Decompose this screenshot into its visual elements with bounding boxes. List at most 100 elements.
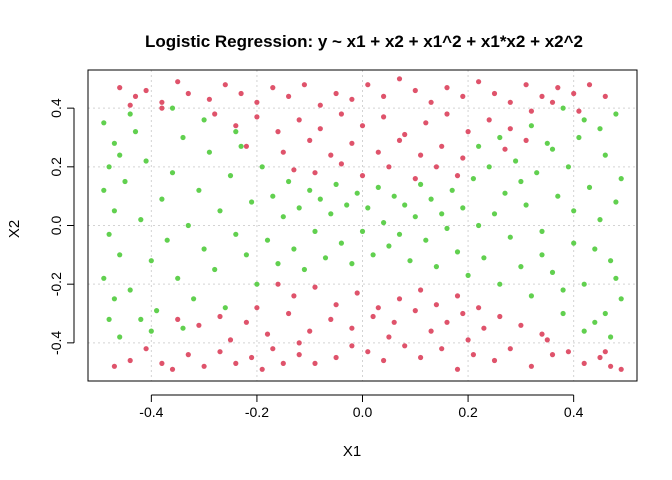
data-point <box>571 208 577 214</box>
data-point <box>549 99 556 105</box>
data-point <box>549 352 556 358</box>
data-point <box>317 102 323 108</box>
data-point <box>433 302 439 308</box>
data-point <box>444 225 450 231</box>
data-point <box>560 310 566 317</box>
data-point <box>333 354 339 361</box>
data-point <box>391 319 397 325</box>
data-point <box>381 93 387 99</box>
data-point <box>270 85 276 91</box>
data-point <box>233 123 239 129</box>
data-point <box>581 360 587 366</box>
data-point <box>185 222 191 229</box>
data-point <box>428 196 434 202</box>
data-point <box>396 137 403 143</box>
data-point <box>227 337 234 343</box>
data-point <box>270 346 276 352</box>
data-point <box>602 310 608 317</box>
data-point <box>338 161 344 167</box>
data-point <box>428 328 434 334</box>
data-point <box>212 266 218 273</box>
data-point <box>460 155 466 161</box>
x-tick-label: -0.4 <box>139 404 163 420</box>
data-point <box>206 96 212 102</box>
x-tick-label: -0.2 <box>245 404 269 420</box>
data-point <box>138 217 144 223</box>
data-point <box>454 173 461 179</box>
data-point <box>518 178 524 185</box>
data-point <box>117 152 123 158</box>
data-point <box>418 181 424 187</box>
data-point <box>528 363 535 369</box>
x-tick-label: 0.4 <box>564 404 584 420</box>
data-point <box>217 208 223 214</box>
data-point <box>608 258 614 264</box>
data-point <box>359 173 366 179</box>
data-point <box>381 220 387 226</box>
data-point <box>375 305 381 311</box>
data-point <box>344 202 350 208</box>
data-point <box>132 93 139 99</box>
data-point <box>354 290 360 296</box>
data-point <box>101 187 107 193</box>
data-point <box>317 196 323 202</box>
y-axis-label: X2 <box>6 220 23 238</box>
data-point <box>111 363 117 369</box>
data-point <box>613 111 619 117</box>
data-point <box>365 205 371 211</box>
data-point <box>618 296 624 302</box>
data-point <box>238 90 244 97</box>
data-point <box>470 352 476 358</box>
data-point <box>349 261 355 267</box>
data-point <box>454 249 461 255</box>
data-point <box>375 184 381 190</box>
y-tick-label: -0.4 <box>48 331 64 355</box>
y-tick-label: 0.0 <box>48 216 64 236</box>
data-point <box>201 117 207 123</box>
data-point <box>338 240 344 246</box>
data-point <box>122 178 128 185</box>
data-point <box>185 352 191 358</box>
data-point <box>275 261 281 267</box>
data-point <box>444 319 450 325</box>
data-point <box>196 322 202 328</box>
data-point <box>264 331 271 337</box>
data-point <box>370 313 376 320</box>
data-point <box>602 152 608 158</box>
data-point <box>565 349 572 355</box>
data-point <box>106 164 112 170</box>
data-point <box>233 360 239 366</box>
data-point <box>586 82 593 88</box>
data-point <box>618 366 624 372</box>
data-point <box>497 134 503 141</box>
data-point <box>359 123 366 129</box>
data-point <box>476 79 482 85</box>
data-point <box>539 228 545 234</box>
data-point <box>175 316 181 322</box>
data-point <box>117 252 123 258</box>
data-point <box>518 264 524 270</box>
y-tick-label: 0.2 <box>48 157 64 177</box>
data-point <box>117 85 123 91</box>
data-point <box>528 293 535 299</box>
data-point <box>597 126 603 132</box>
data-point <box>444 111 450 117</box>
data-point <box>159 196 165 202</box>
data-point <box>132 129 139 135</box>
data-point <box>312 360 318 366</box>
data-point <box>143 346 149 352</box>
data-point <box>502 190 508 196</box>
data-point <box>111 140 117 146</box>
data-point <box>449 187 455 193</box>
data-point <box>486 164 492 170</box>
data-point <box>280 149 286 155</box>
data-point <box>581 281 587 287</box>
data-point <box>317 126 323 132</box>
data-point <box>249 354 255 361</box>
data-point <box>185 90 191 97</box>
chart-title: Logistic Regression: y ~ x1 + x2 + x1^2 … <box>145 32 583 51</box>
y-tick-label: -0.2 <box>48 272 64 296</box>
data-point <box>159 105 165 111</box>
data-point <box>534 170 540 176</box>
